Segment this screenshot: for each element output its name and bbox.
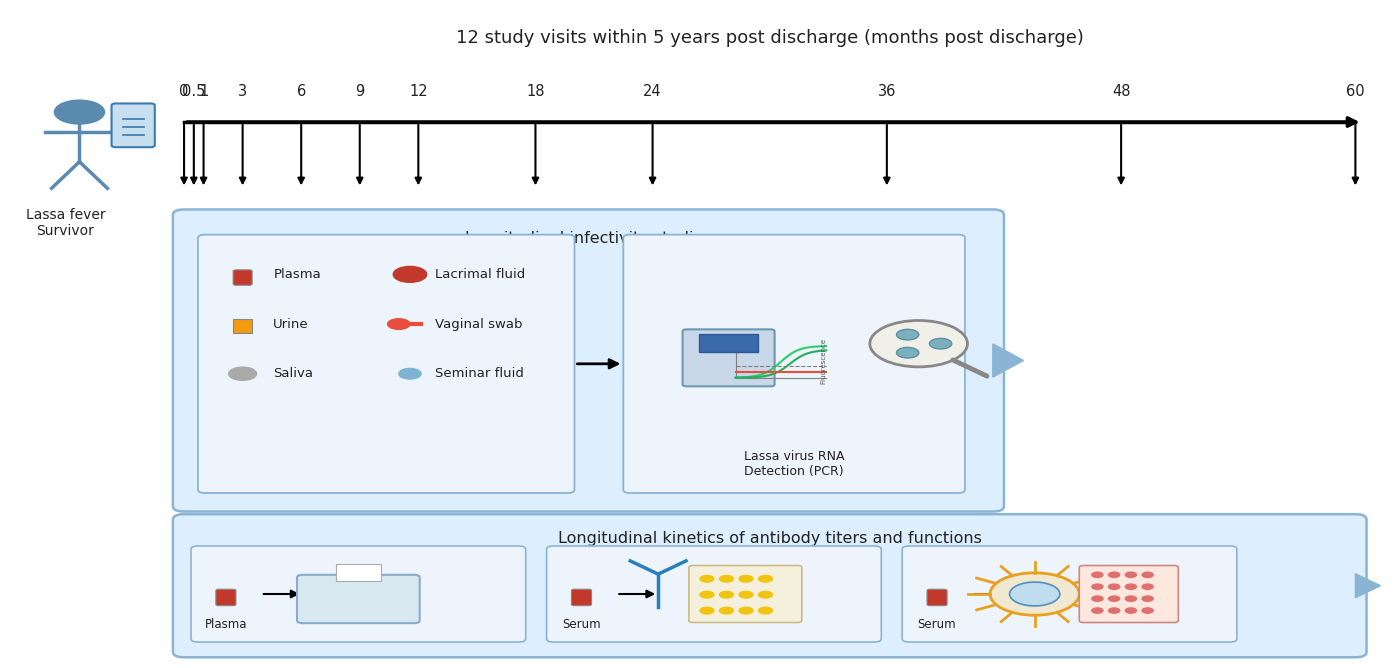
Circle shape [1092,572,1103,577]
Circle shape [1092,608,1103,613]
Circle shape [399,369,421,379]
FancyBboxPatch shape [623,234,965,493]
FancyBboxPatch shape [197,234,574,493]
Circle shape [388,319,410,329]
Circle shape [1142,584,1154,589]
Text: Saliva: Saliva [273,367,314,380]
FancyBboxPatch shape [232,319,252,333]
Circle shape [720,591,734,598]
FancyBboxPatch shape [112,104,155,147]
Circle shape [1009,582,1060,606]
Circle shape [700,591,714,598]
Text: Fluorescence: Fluorescence [820,338,826,384]
Circle shape [759,607,773,614]
FancyBboxPatch shape [902,546,1236,642]
FancyBboxPatch shape [683,329,774,386]
FancyBboxPatch shape [172,514,1366,657]
FancyBboxPatch shape [571,589,592,606]
Text: 0: 0 [179,84,189,99]
FancyBboxPatch shape [297,574,420,623]
Circle shape [930,339,952,349]
Text: 48: 48 [1112,84,1130,99]
Text: Lassa virus RNA
Detection (PCR): Lassa virus RNA Detection (PCR) [743,450,844,478]
Circle shape [720,575,734,582]
Text: Plasma: Plasma [204,618,248,631]
Circle shape [1109,572,1120,577]
Text: 0.5: 0.5 [182,84,206,99]
FancyBboxPatch shape [172,210,1004,512]
Circle shape [896,329,918,340]
Circle shape [739,575,753,582]
Circle shape [55,100,105,124]
Text: 3: 3 [238,84,248,99]
Text: Lassa fever
Survivor: Lassa fever Survivor [25,208,105,238]
FancyBboxPatch shape [216,589,237,606]
Text: Vaginal swab: Vaginal swab [435,317,522,331]
Text: 6: 6 [297,84,305,99]
Text: Seminar fluid: Seminar fluid [435,367,524,380]
FancyBboxPatch shape [190,546,525,642]
Polygon shape [993,344,1023,377]
FancyBboxPatch shape [700,334,757,352]
Text: 12: 12 [409,84,427,99]
Circle shape [1126,572,1137,577]
Text: Serum: Serum [563,618,601,631]
Polygon shape [1355,574,1380,598]
Circle shape [1092,596,1103,601]
Circle shape [1126,596,1137,601]
Circle shape [990,573,1079,615]
Text: Lacrimal fluid: Lacrimal fluid [435,268,525,281]
Text: 9: 9 [356,84,364,99]
Circle shape [1109,608,1120,613]
Text: Urine: Urine [273,317,309,331]
Circle shape [1109,596,1120,601]
Text: 1: 1 [199,84,209,99]
Text: 36: 36 [878,84,896,99]
Text: 18: 18 [526,84,545,99]
Circle shape [1109,584,1120,589]
Text: 12 study visits within 5 years post discharge (months post discharge): 12 study visits within 5 years post disc… [456,29,1084,47]
Circle shape [869,321,967,367]
Circle shape [739,607,753,614]
Circle shape [759,591,773,598]
FancyBboxPatch shape [689,566,802,623]
Circle shape [1092,584,1103,589]
Text: Longitudinal kinetics of antibody titers and functions: Longitudinal kinetics of antibody titers… [557,532,981,546]
Circle shape [1142,572,1154,577]
Text: Serum: Serum [918,618,956,631]
Text: 60: 60 [1345,84,1365,99]
Text: Plasma: Plasma [273,268,321,281]
Circle shape [759,575,773,582]
Circle shape [1142,608,1154,613]
Circle shape [1126,608,1137,613]
Circle shape [393,267,427,283]
Text: 24: 24 [643,84,662,99]
Circle shape [700,607,714,614]
Circle shape [896,347,918,358]
FancyBboxPatch shape [336,564,381,581]
Text: Longitudinal infectivity studies: Longitudinal infectivity studies [465,231,711,246]
FancyBboxPatch shape [546,546,881,642]
Circle shape [720,607,734,614]
FancyBboxPatch shape [927,589,946,606]
Circle shape [739,591,753,598]
FancyBboxPatch shape [234,270,252,285]
Circle shape [1126,584,1137,589]
Circle shape [1142,596,1154,601]
Circle shape [228,367,256,380]
Circle shape [700,575,714,582]
FancyBboxPatch shape [1079,566,1179,623]
